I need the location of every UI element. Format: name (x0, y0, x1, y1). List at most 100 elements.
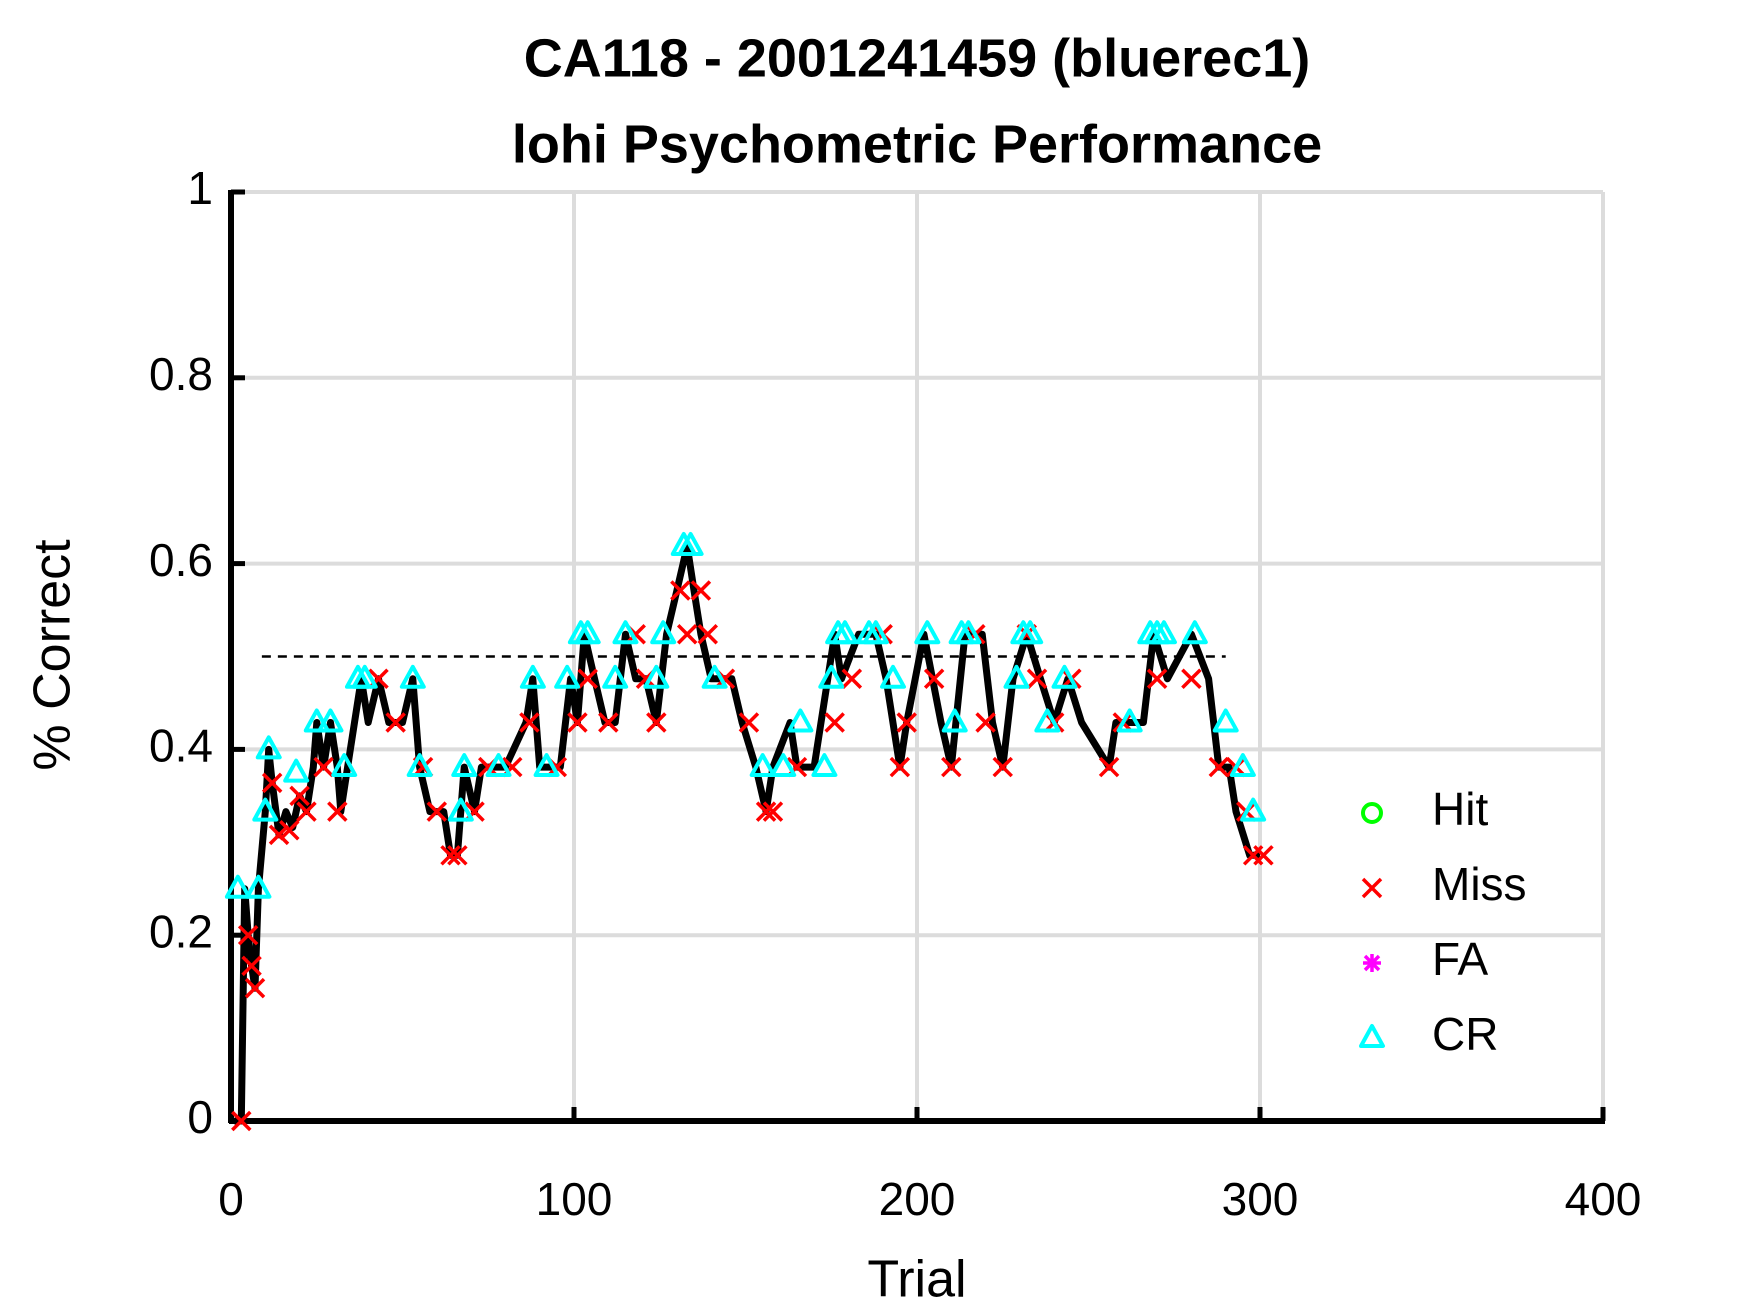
miss-marker (440, 845, 461, 866)
miss-marker (385, 712, 406, 733)
legend-marker (1361, 802, 1383, 824)
chart-title: CA118 - 2001241459 (bluerec1) (524, 28, 1311, 88)
miss-marker (244, 977, 266, 999)
cr-marker (519, 664, 546, 689)
cr-marker (406, 753, 433, 778)
x-tick-label: 300 (1222, 1173, 1299, 1225)
cr-marker (283, 758, 310, 783)
cr-marker (1116, 708, 1143, 733)
y-tick-label: 0 (187, 1091, 213, 1143)
cr-marker (245, 874, 272, 899)
miss-marker (567, 712, 588, 733)
y-tick-label: 1 (187, 162, 213, 214)
cr-marker (749, 753, 776, 778)
cr-marker (1212, 708, 1239, 733)
cr-marker (252, 797, 279, 822)
miss-marker (1253, 845, 1274, 866)
cr-marker (447, 797, 474, 822)
miss-marker (426, 801, 448, 822)
miss-marker (676, 623, 698, 645)
cr-marker (1003, 664, 1030, 689)
miss-marker (1098, 756, 1120, 778)
miss-marker (237, 924, 259, 946)
miss-marker (577, 668, 598, 690)
legend-marker (1359, 1024, 1385, 1048)
y-tick-label: 0.2 (149, 905, 213, 957)
x-tick-label: 100 (536, 1173, 613, 1225)
cr-marker (612, 620, 639, 645)
cr-marker (818, 664, 845, 689)
cr-marker (554, 664, 581, 689)
miss-marker (941, 756, 962, 778)
miss-marker (327, 801, 348, 822)
legend-marker (1363, 954, 1381, 972)
miss-marker (738, 712, 760, 733)
cr-marker (1240, 797, 1267, 822)
y-tick-label: 0.6 (149, 534, 213, 586)
y-tick-label: 0.4 (149, 720, 213, 772)
miss-marker (896, 712, 917, 733)
cr-marker (1229, 753, 1256, 778)
miss-marker (923, 668, 945, 690)
cr-marker (1150, 620, 1177, 645)
miss-marker (268, 824, 290, 846)
miss-marker (261, 772, 283, 794)
cr-marker (879, 664, 906, 689)
miss-marker (1181, 668, 1202, 690)
cr-marker (643, 664, 670, 689)
performance-line (234, 542, 1260, 1125)
cr-marker (650, 620, 677, 645)
cr-marker (224, 874, 251, 899)
cr-marker (399, 664, 426, 689)
cr-marker (533, 753, 560, 778)
cr-marker (1017, 620, 1044, 645)
cr-marker (787, 708, 814, 733)
cr-marker (602, 664, 629, 689)
cr-marker (451, 753, 478, 778)
miss-marker (670, 580, 691, 601)
legend-label: Miss (1432, 858, 1527, 910)
x-tick-label: 200 (879, 1173, 956, 1225)
x-tick-label: 400 (1565, 1173, 1642, 1225)
cr-marker (331, 753, 358, 778)
miss-marker (447, 845, 468, 866)
miss-marker (690, 580, 712, 601)
cr-marker (770, 753, 797, 778)
miss-marker (1208, 756, 1230, 778)
legend-label: Hit (1432, 783, 1488, 835)
miss-marker (697, 623, 719, 645)
miss-marker (824, 712, 845, 733)
legend-marker (1361, 877, 1383, 899)
legend-label: FA (1432, 933, 1489, 985)
cr-marker (862, 620, 889, 645)
miss-marker (646, 712, 667, 733)
cr-marker (955, 620, 982, 645)
miss-marker (889, 756, 911, 778)
cr-marker (677, 531, 704, 556)
cr-marker (1051, 664, 1078, 689)
cr-marker (303, 708, 330, 733)
cr-marker (811, 753, 838, 778)
cr-marker (351, 664, 378, 689)
y-tick-label: 0.8 (149, 348, 213, 400)
cr-marker (1034, 708, 1061, 733)
cr-marker (831, 620, 858, 645)
miss-marker (279, 819, 300, 841)
miss-marker (1146, 668, 1168, 690)
cr-marker (914, 620, 941, 645)
cr-marker (255, 735, 282, 760)
miss-marker (992, 756, 1013, 778)
chart-title: lohi Psychometric Performance (512, 114, 1322, 174)
miss-marker (519, 712, 540, 733)
miss-marker (598, 712, 619, 733)
miss-marker (841, 668, 863, 690)
x-tick-label: 0 (218, 1173, 244, 1225)
miss-marker (289, 785, 310, 807)
cr-marker (317, 708, 344, 733)
miss-marker (1026, 668, 1048, 690)
x-axis-label: Trial (867, 1251, 966, 1309)
miss-marker (762, 801, 784, 822)
cr-marker (1181, 620, 1208, 645)
